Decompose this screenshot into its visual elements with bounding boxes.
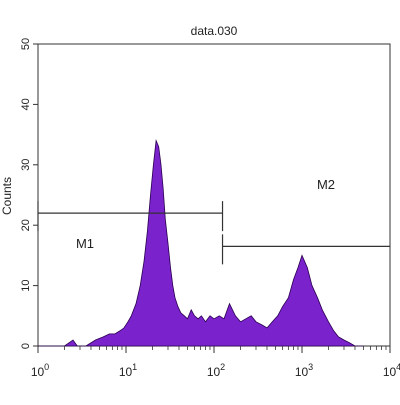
marker-m1-label: M1 — [76, 236, 94, 251]
x-tick-label-0: 100 — [31, 362, 49, 379]
y-tick-label-0: 0 — [20, 343, 32, 349]
y-tick-label-1: 10 — [20, 279, 32, 291]
y-axis-label: Counts — [0, 177, 14, 215]
x-tick-label-3: 103 — [295, 362, 313, 379]
x-tick-label-1: 101 — [119, 362, 137, 379]
y-tick-label-4: 40 — [20, 98, 32, 110]
y-tick-label-2: 20 — [20, 219, 32, 231]
histogram-series-0 — [38, 139, 364, 347]
plot-frame — [37, 43, 391, 347]
marker-m2-label: M2 — [317, 177, 335, 192]
x-tick-label-2: 102 — [207, 362, 225, 379]
x-tick-label-4: 104 — [383, 362, 400, 379]
y-tick-label-3: 30 — [20, 159, 32, 171]
y-tick-label-5: 50 — [20, 38, 32, 50]
chart-title: data.030 — [191, 24, 238, 38]
